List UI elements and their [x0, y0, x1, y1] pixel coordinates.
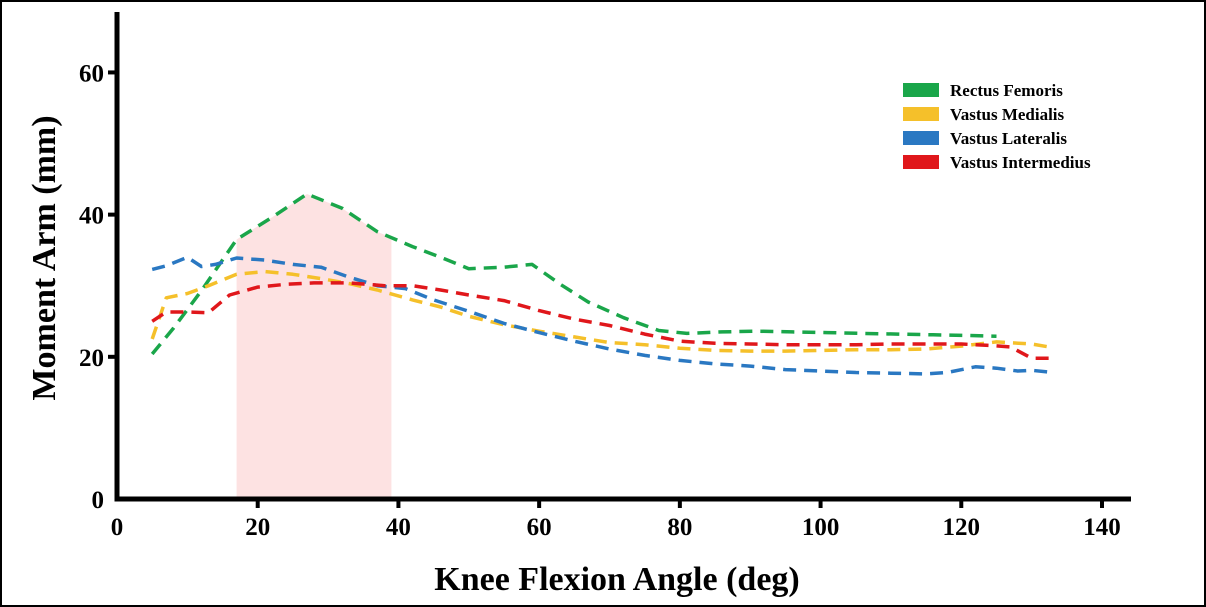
x-tick-label: 60 [527, 514, 552, 541]
series-line-vastus-medialis [150, 269, 1054, 353]
x-tick-label: 20 [245, 514, 270, 541]
legend-label: Vastus Intermedius [950, 153, 1091, 172]
legend-label: Vastus Lateralis [950, 129, 1067, 148]
y-tick-label: 60 [79, 60, 104, 87]
x-tick-label: 40 [386, 514, 411, 541]
legend-label: Rectus Femoris [950, 81, 1063, 100]
series-line-vastus-lateralis [151, 255, 1053, 376]
y-tick-label: 40 [79, 203, 104, 230]
x-tick-label: 0 [111, 514, 124, 541]
y-axis-title: Moment Arm (mm) [26, 115, 63, 400]
series-line-rectus-femoris [150, 192, 997, 356]
y-tick-label: 0 [92, 487, 105, 514]
series-line-vastus-intermedius [151, 281, 1053, 360]
legend-label: Vastus Medialis [950, 105, 1065, 124]
legend-swatch [903, 131, 939, 145]
series-layer [150, 192, 1054, 376]
x-tick-label: 80 [667, 514, 692, 541]
legend-swatch [903, 155, 939, 169]
y-tick-label: 20 [79, 345, 104, 372]
legend-swatch [903, 107, 939, 121]
x-tick-label: 140 [1083, 514, 1121, 541]
x-tick-label: 100 [802, 514, 840, 541]
highlight-region [236, 194, 392, 499]
x-tick-label: 120 [943, 514, 981, 541]
x-axis-title: Knee Flexion Angle (deg) [434, 561, 799, 598]
legend: Rectus Femoris Vastus Medialis Vastus Late… [903, 81, 1091, 172]
ticks-layer: 0 20 40 60 80 100 120 140 0 20 40 60 [79, 60, 1121, 541]
legend-swatch [903, 83, 939, 97]
